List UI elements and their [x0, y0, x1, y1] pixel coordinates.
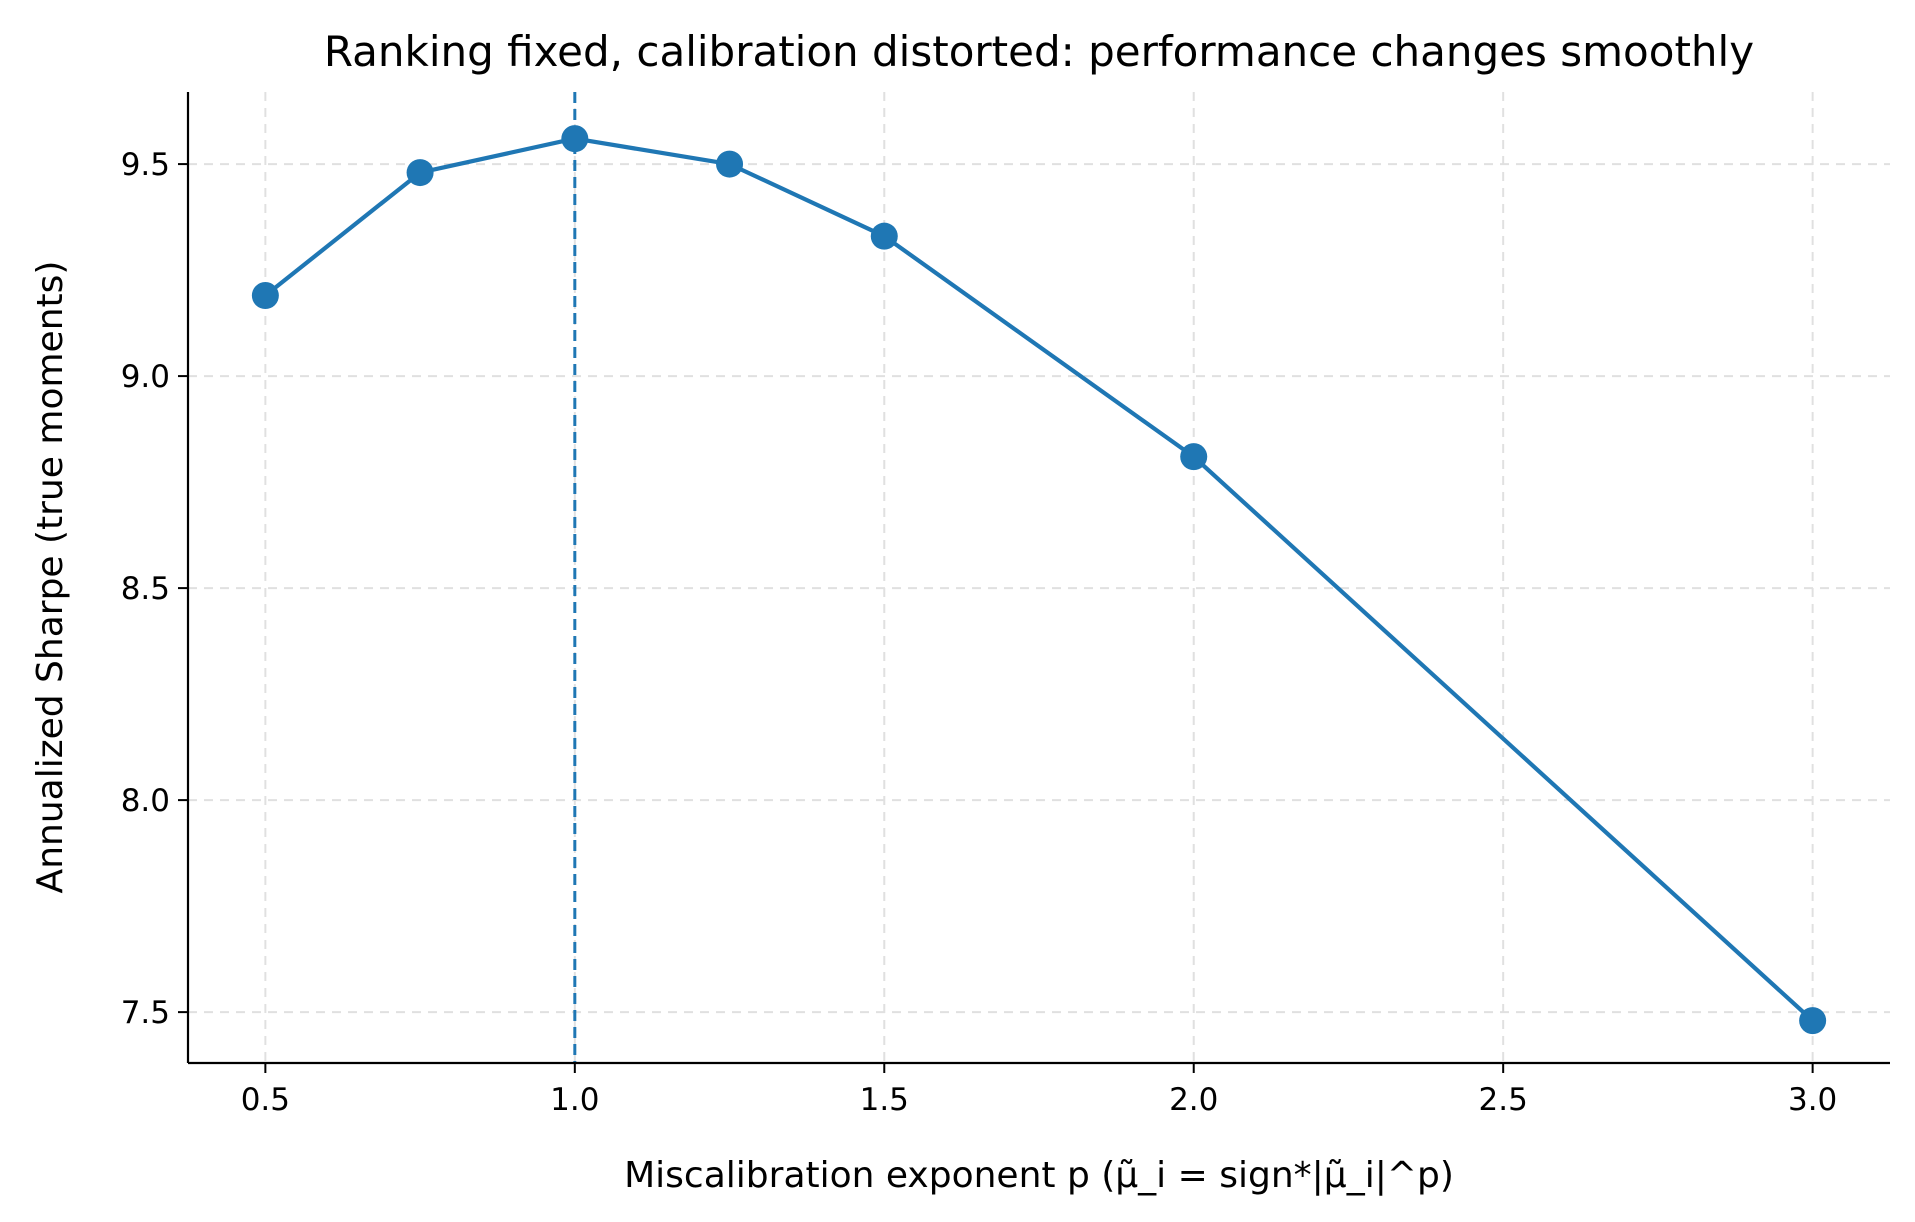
- y-tick-label: 9.5: [121, 147, 170, 183]
- x-tick-label: 3.0: [1788, 1082, 1837, 1118]
- x-tick-label: 2.0: [1169, 1082, 1218, 1118]
- x-tick-label: 0.5: [241, 1082, 290, 1118]
- y-axis-label: Annualized Sharpe (true moments): [30, 261, 71, 894]
- y-tick-label: 8.0: [121, 783, 170, 819]
- x-tick-label: 1.0: [550, 1082, 599, 1118]
- data-point: [561, 125, 589, 153]
- series-group: [251, 125, 1827, 1035]
- x-tick-label: 2.5: [1479, 1082, 1528, 1118]
- chart-title: Ranking fixed, calibration distorted: pe…: [324, 27, 1754, 76]
- data-point: [1180, 443, 1208, 471]
- data-point: [251, 282, 279, 310]
- y-tick-label: 9.0: [121, 359, 170, 395]
- y-tick-label: 8.5: [121, 571, 170, 607]
- data-point: [716, 150, 744, 178]
- x-axis-label: Miscalibration exponent p (μ̃_i = sign*|…: [624, 1155, 1454, 1196]
- y-axis-ticks: 7.5 8.0 8.5 9.0 9.5: [121, 147, 188, 1031]
- data-point: [406, 159, 434, 187]
- data-point: [870, 222, 898, 250]
- data-point: [1799, 1007, 1827, 1035]
- y-tick-label: 7.5: [121, 995, 170, 1031]
- x-axis-ticks: 0.5 1.0 1.5 2.0 2.5 3.0: [241, 1063, 1837, 1118]
- x-tick-label: 1.5: [860, 1082, 909, 1118]
